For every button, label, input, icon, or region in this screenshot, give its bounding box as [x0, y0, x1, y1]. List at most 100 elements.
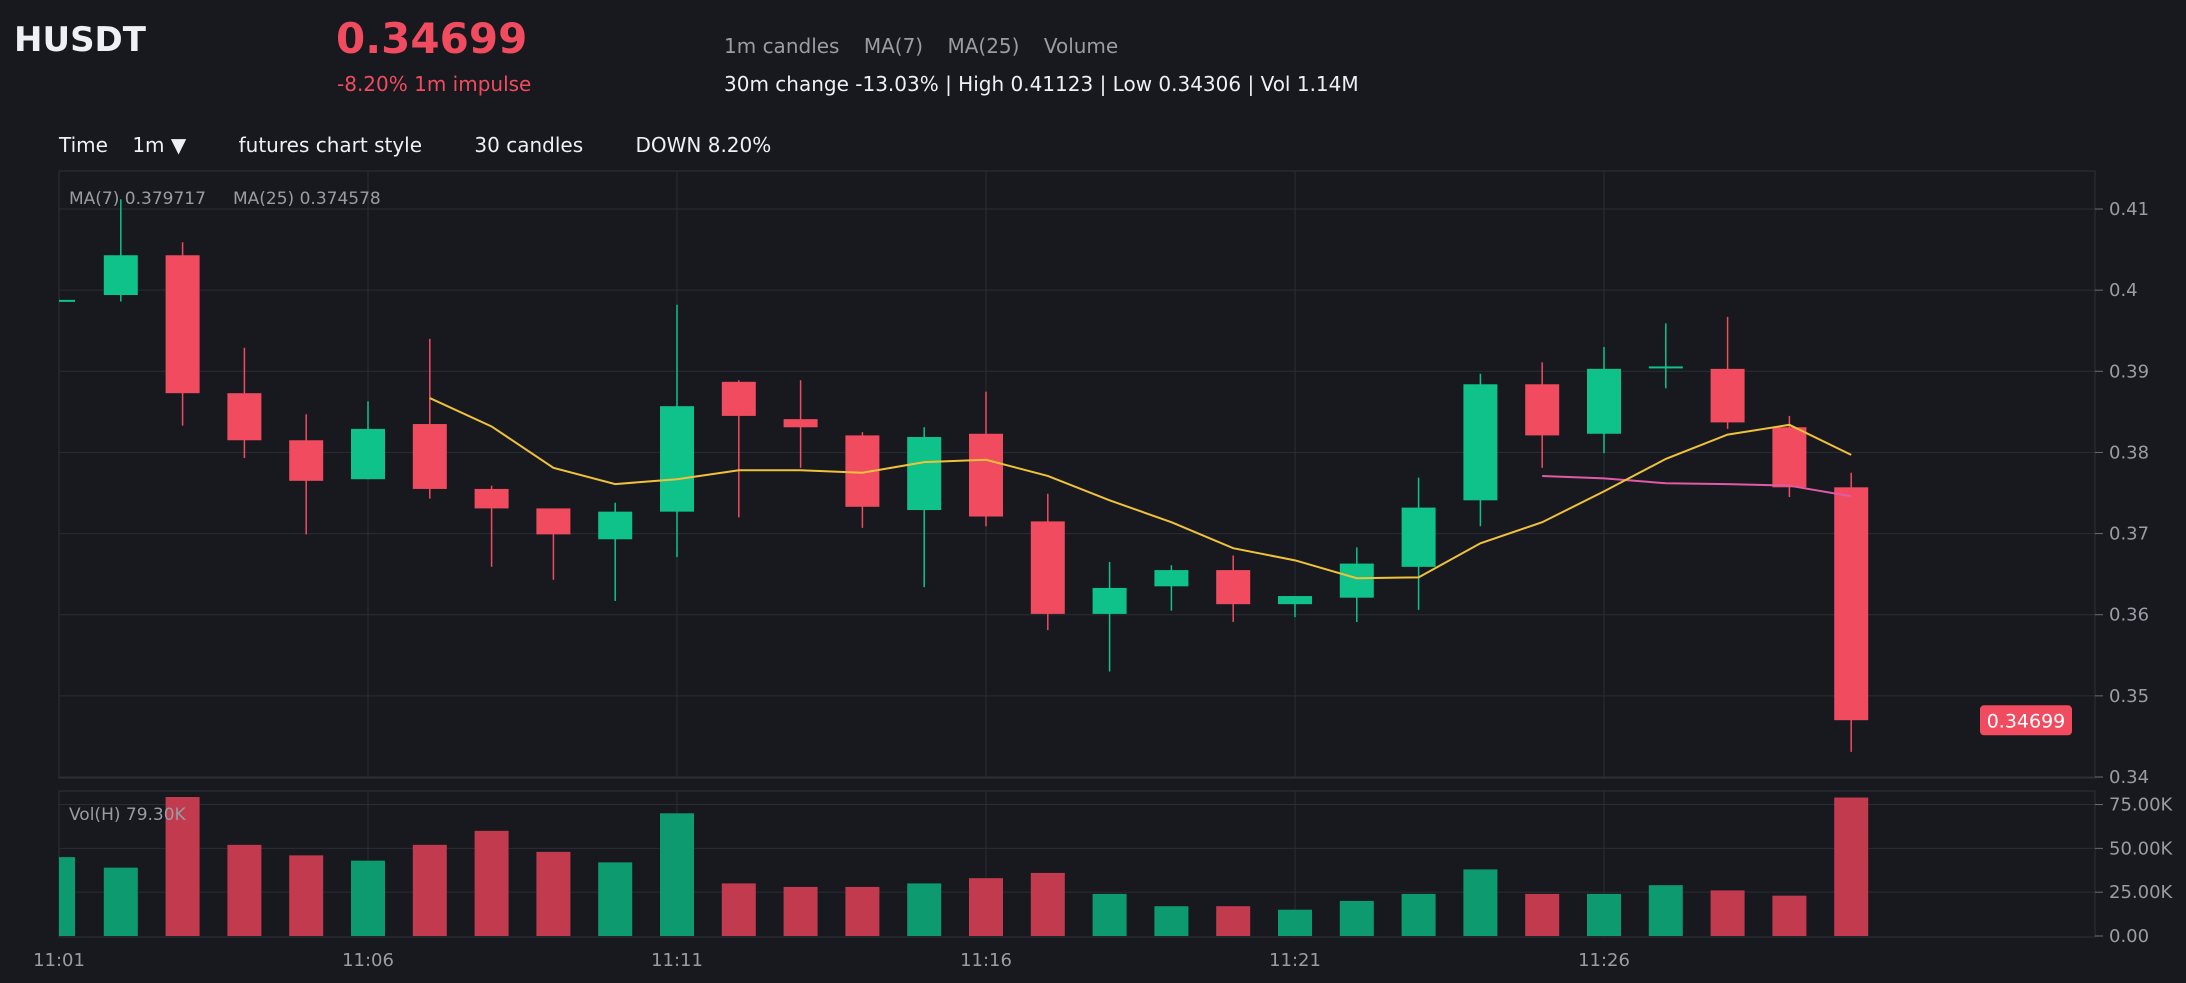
candle-body — [721, 381, 756, 416]
time-tick-label: 11:01 — [33, 950, 85, 971]
time-tick-label: 11:06 — [342, 950, 394, 971]
candle-body — [1216, 570, 1251, 605]
legend-volume[interactable]: Volume — [1043, 34, 1119, 58]
price-axis: 0.41 0.4 0.39 0.38 0.37 0.36 0.35 0.34 — [2095, 199, 2149, 788]
volume-bar — [1030, 872, 1065, 936]
volume-bar — [1834, 797, 1869, 936]
legend-ma25[interactable]: MA(25) — [947, 34, 1020, 58]
candle-body — [969, 433, 1003, 517]
candle-count-label: 30 candles — [474, 133, 584, 157]
price-tick-label: 0.37 — [2109, 524, 2149, 545]
volume-bar — [1525, 893, 1560, 936]
last-price-tag-bg — [1980, 705, 2072, 736]
price-tick-label: 0.38 — [2109, 442, 2149, 463]
chart-style-label[interactable]: futures chart style — [238, 133, 423, 157]
time-tick-label: 11:16 — [960, 950, 1012, 971]
candle-body — [1710, 368, 1745, 423]
time-axis: 11:01 11:06 11:11 11:16 11:21 11:26 — [33, 950, 1630, 971]
volume-value-label: Vol(H) 79.30K — [69, 805, 187, 825]
candle-body — [227, 393, 262, 441]
volume-tick-label: 75.00K — [2109, 795, 2174, 816]
volume-axis: 75.00K 50.00K 25.00K 0.00 — [2095, 795, 2174, 947]
candle-body — [1154, 570, 1189, 587]
candle-body — [412, 424, 447, 489]
volume-bar — [289, 855, 324, 936]
volume-bar — [1339, 900, 1374, 936]
candle-body — [59, 299, 75, 302]
candle-body — [1834, 487, 1869, 721]
volume-bar — [1154, 906, 1189, 936]
last-price: 0.34699 — [336, 14, 528, 63]
ma25-line — [1542, 474, 1852, 498]
direction-label: DOWN 8.20% — [635, 133, 772, 157]
candle-body — [1339, 563, 1374, 598]
volume-bar — [1463, 869, 1498, 936]
session-stats: 30m change -13.03% | High 0.41123 | Low … — [724, 72, 1359, 96]
timeframe-dropdown[interactable]: 1m ▼ — [132, 133, 187, 157]
volume-bar — [721, 883, 756, 936]
candle-body — [1772, 427, 1807, 488]
candle-body — [165, 255, 200, 394]
volume-bar — [1401, 893, 1436, 936]
volume-bar — [1092, 893, 1127, 936]
price-pane-border — [58, 170, 2096, 779]
candle-body — [783, 419, 818, 428]
legend-candles[interactable]: 1m candles — [724, 34, 840, 58]
volume-tick-label: 0.00 — [2109, 926, 2149, 947]
candle-body — [289, 440, 324, 481]
volume-bar — [227, 844, 262, 936]
volume-bar — [412, 844, 447, 936]
volume-tick-label: 50.00K — [2109, 838, 2174, 859]
volume-bar — [536, 851, 571, 936]
time-tick-label: 11:21 — [1269, 950, 1321, 971]
last-price-tag-text: 0.34699 — [1987, 710, 2066, 732]
chart-toolbar: Time 1m ▼ futures chart style 30 candles… — [59, 133, 817, 157]
candle-body — [907, 437, 942, 511]
volume-bar — [783, 886, 818, 936]
volume-bar — [660, 813, 694, 936]
candle-body — [1525, 384, 1560, 436]
price-tick-label: 0.4 — [2109, 280, 2138, 301]
volume-tick-label: 25.00K — [2109, 882, 2174, 903]
volume-bar — [845, 886, 880, 936]
volume-bar — [59, 857, 75, 936]
indicator-legend: 1m candles MA(7) MA(25) Volume — [724, 34, 1136, 58]
legend-ma7[interactable]: MA(7) — [863, 34, 924, 58]
volume-bar — [907, 883, 942, 936]
volume-bar — [103, 867, 138, 936]
candle-body — [1401, 507, 1436, 567]
candles — [59, 199, 1869, 752]
candle-body — [598, 511, 633, 540]
ma7-line — [429, 397, 1852, 580]
time-tick-label: 11:11 — [651, 950, 703, 971]
candle-body — [1463, 384, 1498, 501]
price-tick-label: 0.36 — [2109, 605, 2149, 626]
volume-bar — [1648, 885, 1683, 936]
volume-bar — [1587, 893, 1621, 936]
candle-body — [1030, 521, 1065, 614]
price-tick-label: 0.39 — [2109, 361, 2149, 382]
candle-body — [351, 428, 385, 480]
volume-bar — [969, 878, 1003, 936]
candle-body — [1092, 587, 1127, 614]
volume-bar — [1216, 906, 1251, 936]
last-price-tag: 0.34699 — [1980, 705, 2072, 736]
price-tick-label: 0.34 — [2109, 767, 2149, 788]
candle-body — [1587, 368, 1621, 434]
grid-lines — [58, 171, 2095, 937]
time-label: Time — [59, 133, 108, 157]
price-tick-label: 0.41 — [2109, 199, 2149, 220]
volume-bar — [1772, 895, 1807, 936]
volume-bar — [165, 797, 200, 936]
volume-bars — [59, 797, 1869, 936]
volume-bar — [1278, 909, 1312, 936]
ma25-value-label: MA(25) 0.374578 — [233, 189, 381, 209]
candle-body — [536, 508, 571, 535]
candle-body — [660, 406, 694, 512]
volume-bar — [474, 830, 509, 936]
symbol-title: HUSDT — [14, 20, 146, 60]
volume-bar — [1710, 890, 1745, 936]
candle-body — [474, 488, 509, 509]
price-tick-label: 0.35 — [2109, 686, 2149, 707]
